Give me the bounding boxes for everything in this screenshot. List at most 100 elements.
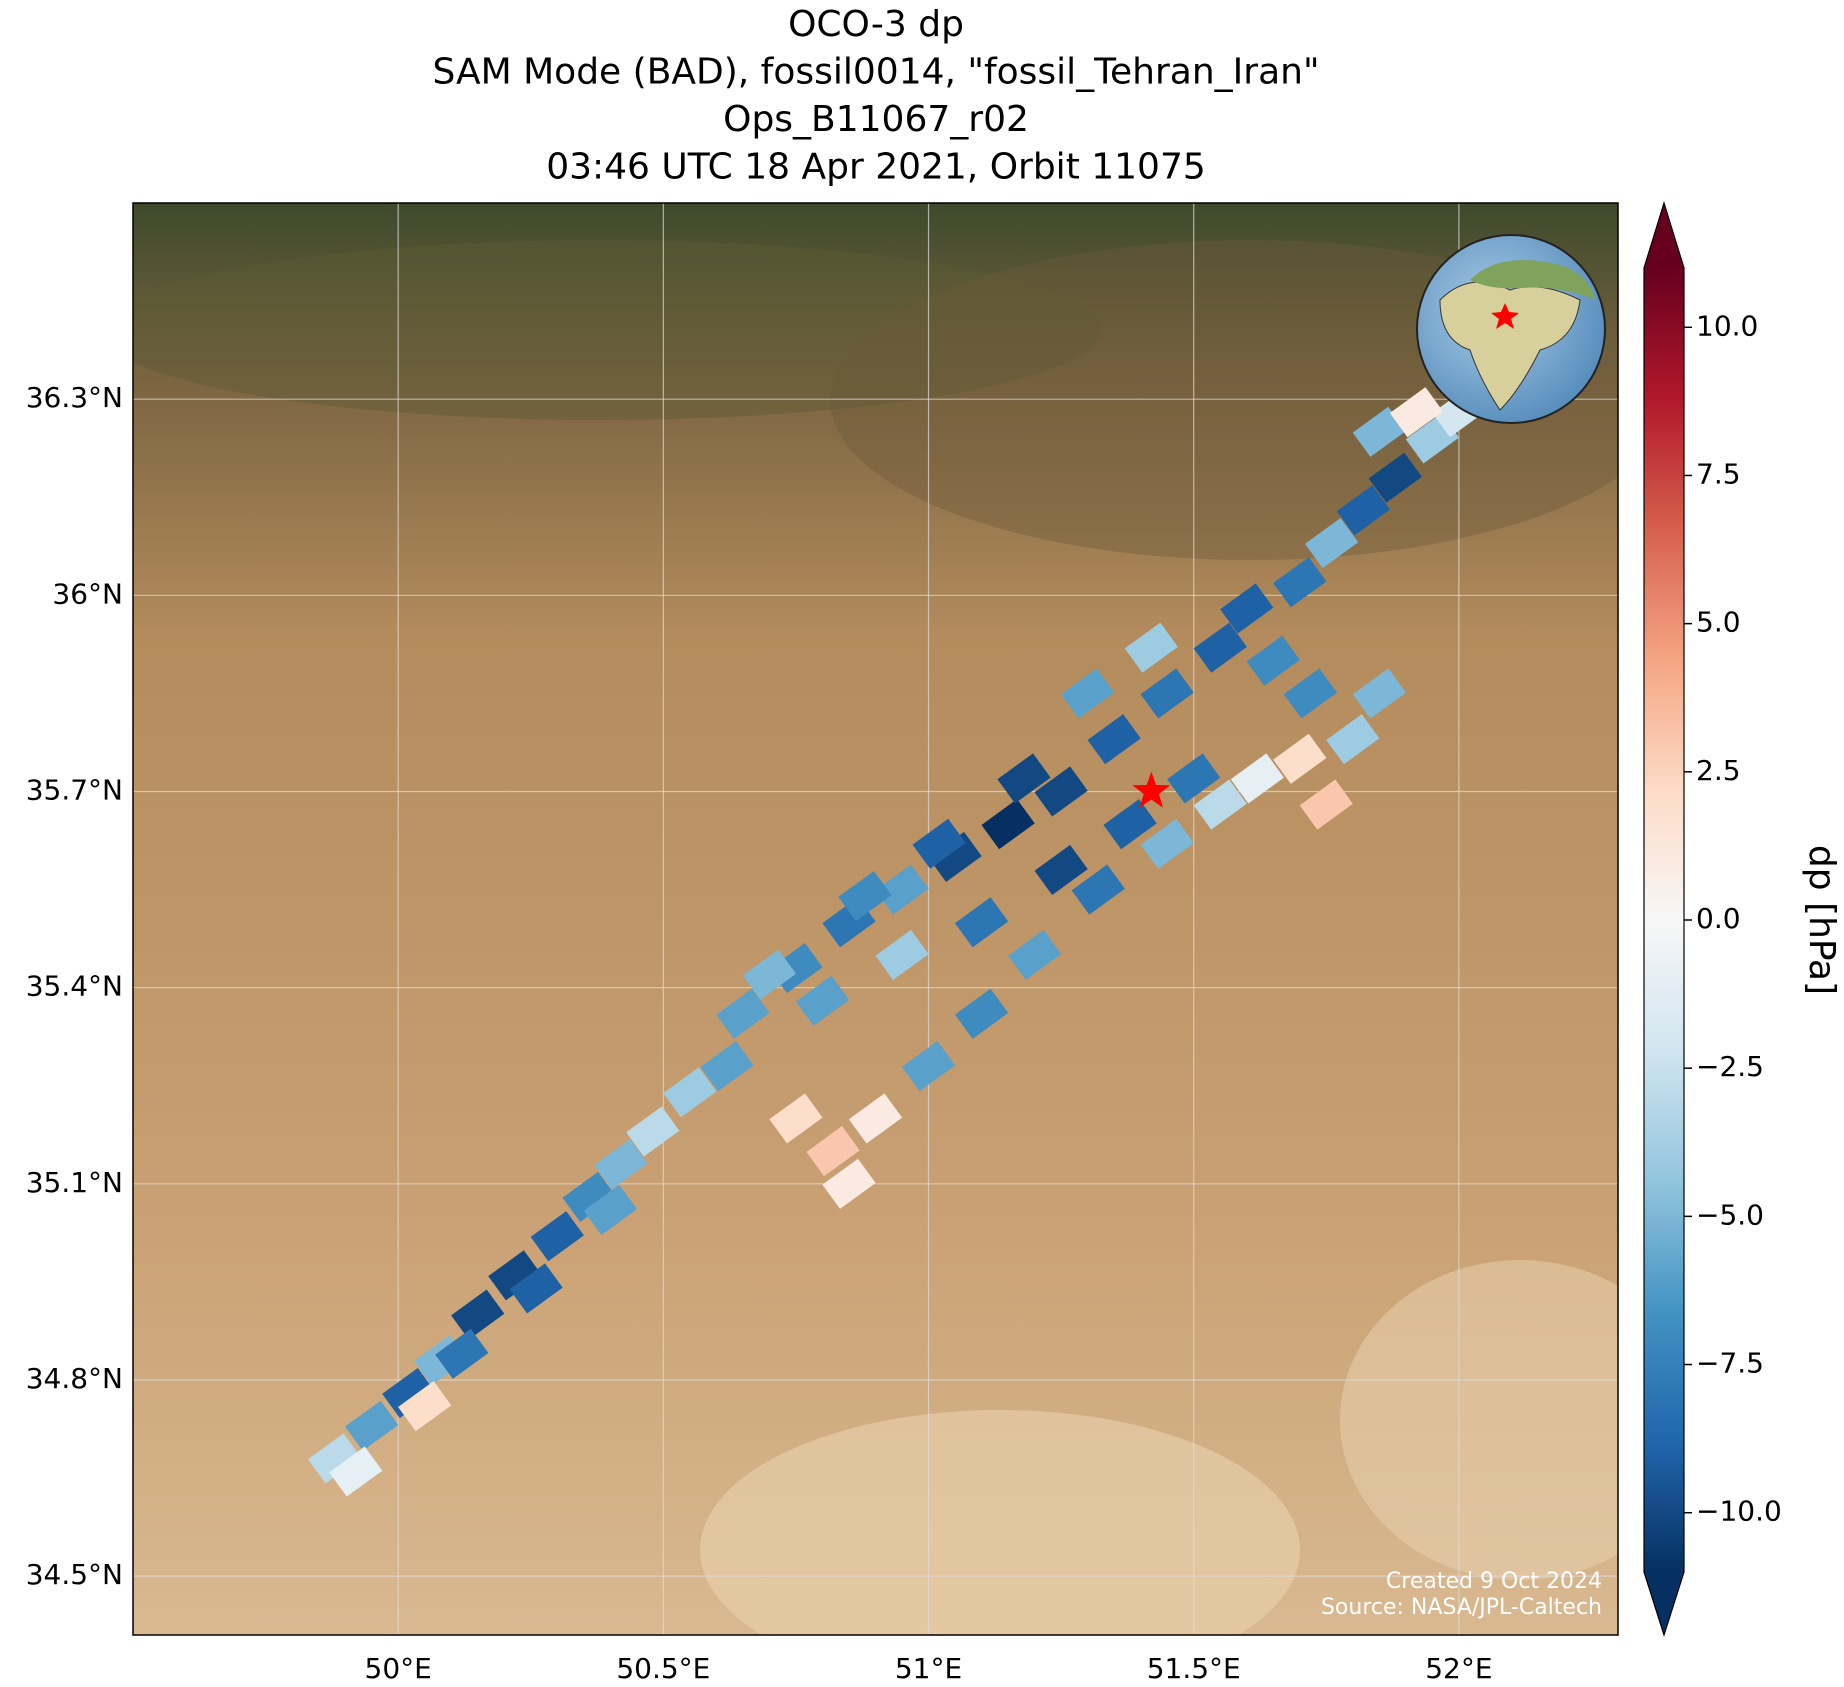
y-tick-label: 36°N	[52, 577, 123, 610]
chart-title: OCO-3 dp	[788, 4, 964, 45]
sounding	[848, 1093, 903, 1144]
colorbar-tick-label: −5.0	[1696, 1198, 1764, 1231]
sounding	[1220, 583, 1274, 634]
y-tick-label: 34.8°N	[26, 1362, 123, 1395]
sounding	[1193, 622, 1247, 673]
sounding	[1193, 779, 1247, 830]
credit-text: Source: NASA/JPL-Caltech	[1321, 1595, 1602, 1620]
y-tick-label: 35.4°N	[26, 970, 123, 1003]
sounding	[1368, 452, 1422, 503]
sounding	[1007, 929, 1062, 981]
sounding	[1352, 668, 1406, 719]
sounding	[1326, 714, 1380, 765]
sounding	[716, 988, 770, 1039]
colorbar-tick-label: −7.5	[1696, 1347, 1764, 1380]
chart-title: 03:46 UTC 18 Apr 2021, Orbit 11075	[546, 147, 1206, 188]
sounding	[1352, 406, 1406, 457]
credit-text: Created 9 Oct 2024	[1386, 1569, 1602, 1594]
sounding	[1283, 668, 1338, 719]
sounding	[530, 1211, 584, 1262]
sounding	[1071, 864, 1125, 915]
sounding	[806, 1126, 860, 1177]
sounding	[1389, 387, 1444, 438]
target-marker	[1132, 771, 1171, 808]
sounding	[626, 1106, 680, 1157]
colorbar-tick-label: 10.0	[1696, 309, 1758, 342]
sounding	[769, 1093, 823, 1144]
sounding	[1167, 753, 1221, 804]
sounding	[822, 1158, 876, 1209]
sounding	[435, 1328, 489, 1379]
sounding	[1336, 485, 1391, 536]
sounding	[663, 1067, 717, 1118]
sounding	[1273, 733, 1327, 784]
sounding	[1140, 668, 1194, 719]
sounding	[583, 1184, 637, 1236]
colorbar-tick-label: −2.5	[1696, 1050, 1764, 1083]
sounding	[307, 1433, 362, 1484]
y-tick-label: 35.7°N	[26, 773, 123, 806]
sounding	[1124, 622, 1178, 673]
sounding	[1299, 779, 1353, 830]
sounding	[997, 753, 1051, 804]
y-tick-label: 36.3°N	[26, 381, 123, 414]
colorbar-frame	[1643, 200, 1685, 1637]
sounding	[912, 818, 966, 869]
sounding	[509, 1263, 563, 1314]
colorbar-extend	[1644, 203, 1684, 268]
sounding	[345, 1400, 399, 1451]
sounding	[488, 1250, 542, 1301]
sounding	[1273, 557, 1327, 608]
sounding	[1087, 714, 1141, 765]
sounding	[981, 799, 1035, 850]
colorbar-tick-label: 7.5	[1696, 457, 1741, 490]
sounding	[838, 871, 892, 922]
x-tick-label: 50°E	[365, 1652, 432, 1685]
y-tick-label: 35.1°N	[26, 1166, 123, 1199]
colorbar-label: dp [hPa]	[1801, 845, 1842, 995]
sounding	[1230, 753, 1284, 804]
y-tick-label: 34.5°N	[26, 1558, 123, 1591]
x-tick-label: 50.5°E	[616, 1652, 710, 1685]
terrain	[1340, 1260, 1618, 1580]
sounding	[700, 1041, 754, 1092]
sounding	[382, 1367, 436, 1419]
terrain	[700, 1410, 1300, 1635]
sounding	[398, 1381, 452, 1432]
colorbar-body	[1644, 268, 1684, 1572]
sounding	[928, 831, 982, 882]
x-tick-label: 51.5°E	[1147, 1652, 1241, 1685]
sounding	[954, 988, 1009, 1039]
chart-title: SAM Mode (BAD), fossil0014, "fossil_Tehr…	[432, 52, 1319, 93]
sounding	[1103, 799, 1157, 850]
sounding	[451, 1289, 505, 1340]
colorbar-extend	[1644, 1572, 1684, 1635]
colorbar-tick-label: 2.5	[1696, 754, 1741, 787]
globe-inset	[1416, 234, 1606, 424]
x-tick-label: 52°E	[1425, 1652, 1492, 1685]
colorbar: 10.0 7.5 5.0 2.5 0.0 −2.5 −5.0 −7.5 −10.0	[1643, 200, 1782, 1637]
sounding	[329, 1446, 383, 1497]
map-frame	[132, 202, 1619, 1636]
colorbar-tick-label: 5.0	[1696, 606, 1741, 639]
sounding	[1034, 766, 1088, 817]
sounding	[875, 864, 929, 915]
map	[133, 203, 1618, 1635]
sounding	[1304, 517, 1359, 569]
terrain	[133, 240, 1100, 420]
colorbar-tick-label: 0.0	[1696, 902, 1741, 935]
colorbar-tick-label: −10.0	[1696, 1495, 1782, 1528]
sounding	[742, 949, 797, 1000]
sounding	[875, 929, 929, 981]
chart-title: Ops_B11067_r02	[723, 99, 1029, 140]
sounding	[954, 897, 1009, 948]
sounding	[901, 1041, 956, 1092]
sounding	[1140, 818, 1194, 869]
x-tick-label: 51°E	[895, 1652, 962, 1685]
sounding	[562, 1171, 616, 1222]
sounding	[1034, 844, 1088, 896]
sounding	[594, 1139, 648, 1190]
sounding	[1246, 635, 1300, 686]
sounding	[1061, 668, 1115, 719]
